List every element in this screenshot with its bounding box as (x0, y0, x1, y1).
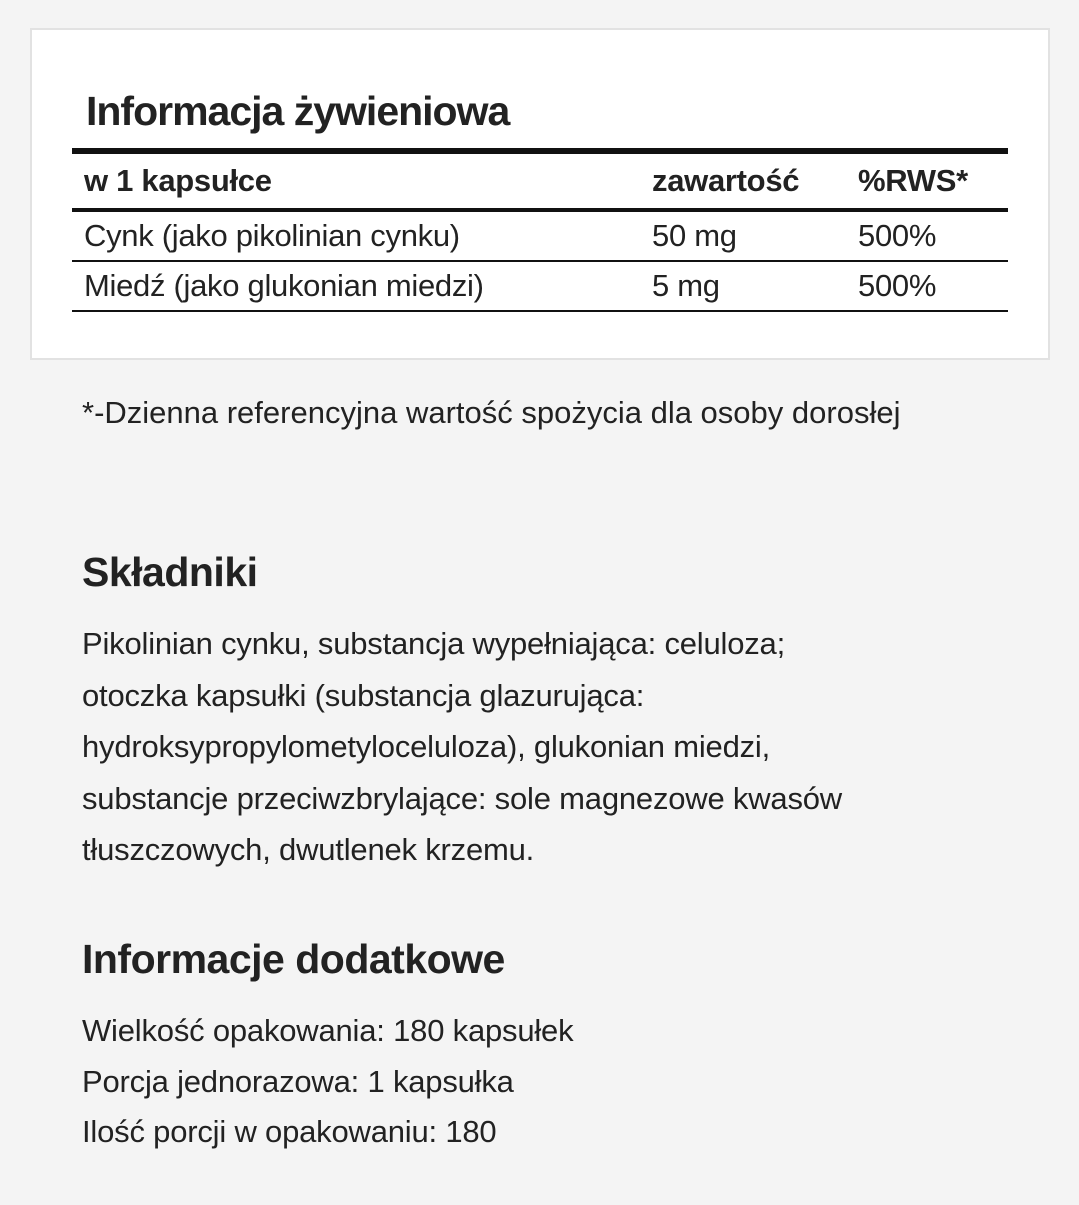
additional-title: Informacje dodatkowe (82, 936, 505, 982)
nutrition-card: Informacja żywieniowa w 1 kapsułce zawar… (30, 28, 1050, 360)
ingredients-line: tłuszczowych, dwutlenek krzemu. (82, 832, 535, 867)
nutrition-title: Informacja żywieniowa (86, 88, 510, 134)
header-rws: %RWS* (846, 148, 1008, 212)
header-per-capsule: w 1 kapsułce (72, 148, 640, 212)
cell-rws: 500% (846, 261, 1008, 312)
ingredients-text: Pikolinian cynku, substancja wypełniając… (82, 618, 1042, 876)
cell-rws: 500% (846, 210, 1008, 262)
table-row: Cynk (jako pikolinian cynku) 50 mg 500% (72, 210, 1008, 262)
cell-amount: 50 mg (640, 210, 846, 262)
additional-text: Wielkość opakowania: 180 kapsułek Porcja… (82, 1006, 1042, 1158)
cell-amount: 5 mg (640, 261, 846, 312)
serving-size: Porcja jednorazowa: 1 kapsułka (82, 1063, 514, 1099)
ingredients-title: Składniki (82, 549, 258, 595)
ingredients-line: Pikolinian cynku, substancja wypełniając… (82, 626, 785, 661)
servings-count: Ilość porcji w opakowaniu: 180 (82, 1114, 497, 1149)
ingredients-line: substancje przeciwzbrylające: sole magne… (82, 780, 842, 816)
nutrition-table: w 1 kapsułce zawartość %RWS* Cynk (jako … (72, 148, 1008, 312)
cell-ingredient: Miedź (jako glukonian miedzi) (72, 261, 640, 312)
header-content: zawartość (640, 148, 846, 212)
footnote: *-Dzienna referencyjna wartość spożycia … (82, 395, 901, 430)
ingredients-line: hydroksypropylometyloceluloza), glukonia… (82, 729, 771, 764)
cell-ingredient: Cynk (jako pikolinian cynku) (72, 210, 640, 262)
package-size: Wielkość opakowania: 180 kapsułek (82, 1013, 574, 1048)
table-header-row: w 1 kapsułce zawartość %RWS* (72, 148, 1008, 212)
table-row: Miedź (jako glukonian miedzi) 5 mg 500% (72, 261, 1008, 312)
ingredients-line: otoczka kapsułki (substancja glazurująca… (82, 677, 645, 713)
